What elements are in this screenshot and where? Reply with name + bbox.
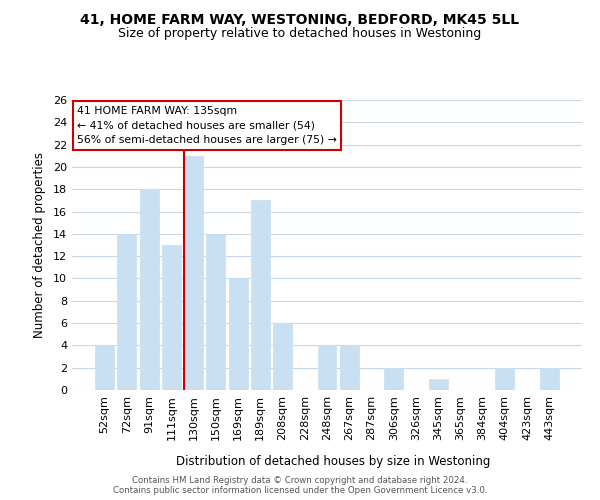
- Bar: [251, 200, 270, 390]
- Y-axis label: Number of detached properties: Number of detached properties: [33, 152, 46, 338]
- Bar: [384, 368, 403, 390]
- Bar: [140, 189, 158, 390]
- Bar: [340, 346, 359, 390]
- Bar: [118, 234, 136, 390]
- Bar: [540, 368, 559, 390]
- Text: Contains public sector information licensed under the Open Government Licence v3: Contains public sector information licen…: [113, 486, 487, 495]
- Bar: [95, 346, 114, 390]
- Text: Size of property relative to detached houses in Westoning: Size of property relative to detached ho…: [118, 28, 482, 40]
- Bar: [496, 368, 514, 390]
- Bar: [273, 323, 292, 390]
- Bar: [184, 156, 203, 390]
- Bar: [317, 346, 337, 390]
- Bar: [162, 245, 181, 390]
- Bar: [206, 234, 225, 390]
- Text: Contains HM Land Registry data © Crown copyright and database right 2024.: Contains HM Land Registry data © Crown c…: [132, 476, 468, 485]
- Text: Distribution of detached houses by size in Westoning: Distribution of detached houses by size …: [176, 454, 490, 468]
- Text: 41 HOME FARM WAY: 135sqm
← 41% of detached houses are smaller (54)
56% of semi-d: 41 HOME FARM WAY: 135sqm ← 41% of detach…: [77, 106, 337, 146]
- Bar: [229, 278, 248, 390]
- Bar: [429, 379, 448, 390]
- Text: 41, HOME FARM WAY, WESTONING, BEDFORD, MK45 5LL: 41, HOME FARM WAY, WESTONING, BEDFORD, M…: [80, 12, 520, 26]
